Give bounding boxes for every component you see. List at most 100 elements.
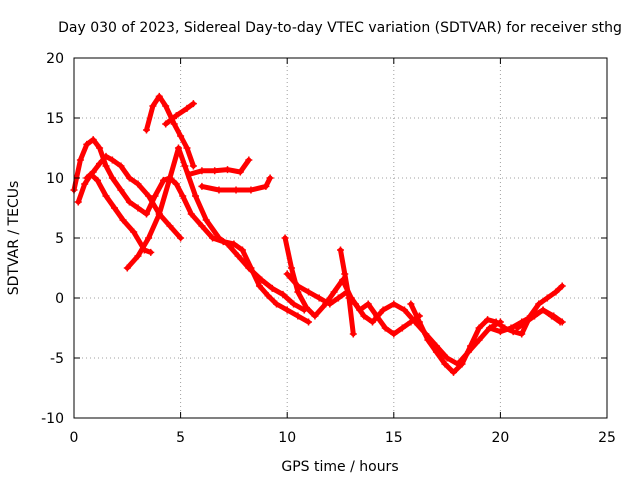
data-point <box>360 312 368 320</box>
data-point <box>273 300 281 308</box>
data-point <box>149 102 157 110</box>
data-point <box>364 300 372 308</box>
x-tick-label: 20 <box>491 430 509 446</box>
data-point <box>294 312 302 320</box>
y-tick-label: -5 <box>50 351 64 367</box>
data-point <box>398 324 406 332</box>
data-point <box>556 318 564 326</box>
data-point <box>198 222 206 230</box>
data-point <box>379 306 387 314</box>
data-point <box>496 328 504 336</box>
y-tick-label: 10 <box>46 171 64 187</box>
data-point <box>198 182 206 190</box>
data-point <box>264 292 272 300</box>
data-point <box>170 120 178 128</box>
data-point <box>424 336 432 344</box>
data-point <box>183 144 191 152</box>
data-point <box>215 234 223 242</box>
data-point <box>74 198 82 206</box>
data-point <box>134 180 142 188</box>
series-track-3 <box>83 152 185 242</box>
y-tick-label: 20 <box>46 51 64 67</box>
data-point <box>234 252 242 260</box>
data-point <box>189 162 197 170</box>
x-tick-label: 10 <box>278 430 296 446</box>
data-point <box>326 300 334 308</box>
y-tick-label: 5 <box>55 231 64 247</box>
data-point <box>117 186 125 194</box>
data-point <box>177 234 185 242</box>
data-point <box>247 186 255 194</box>
data-point <box>390 300 398 308</box>
series-track-11 <box>337 246 357 338</box>
data-point <box>245 264 253 272</box>
data-point <box>341 270 349 278</box>
series-line <box>515 307 563 331</box>
data-point <box>283 270 291 278</box>
data-point <box>400 306 408 314</box>
data-point <box>238 246 246 254</box>
data-point <box>548 312 556 320</box>
data-point <box>311 312 319 320</box>
data-point <box>287 264 295 272</box>
data-point <box>102 162 110 170</box>
data-point <box>294 282 302 290</box>
data-point <box>174 144 182 152</box>
data-point <box>236 168 244 176</box>
data-point <box>486 324 494 332</box>
y-tick-label: 0 <box>55 291 64 307</box>
data-point <box>458 360 466 368</box>
data-point <box>83 174 91 182</box>
data-point <box>305 318 313 326</box>
series-track-7 <box>185 156 253 178</box>
data-point <box>302 304 310 312</box>
x-tick-label: 0 <box>70 430 79 446</box>
data-point <box>123 264 131 272</box>
data-series <box>70 92 566 376</box>
series-track-12 <box>407 282 566 376</box>
data-point <box>232 186 240 194</box>
data-point <box>531 312 539 320</box>
data-point <box>337 246 344 254</box>
data-point <box>535 300 543 308</box>
data-point <box>467 342 475 350</box>
data-point <box>89 168 97 176</box>
data-point <box>315 294 323 302</box>
series-track-8 <box>198 174 274 194</box>
series-line <box>144 93 196 169</box>
data-point <box>83 140 91 148</box>
data-point <box>475 324 483 332</box>
series-track-6 <box>162 100 197 128</box>
data-point <box>441 360 449 368</box>
data-point <box>539 306 547 314</box>
data-point <box>351 300 359 308</box>
data-point <box>108 156 116 164</box>
x-tick-label: 25 <box>598 430 616 446</box>
data-point <box>268 284 276 292</box>
data-point <box>96 160 104 168</box>
data-point <box>76 156 84 164</box>
data-point <box>279 290 287 298</box>
data-point <box>484 316 492 324</box>
data-point <box>449 368 457 376</box>
data-point <box>381 324 389 332</box>
chart-title: Day 030 of 2023, Sidereal Day-to-day VTE… <box>58 20 622 36</box>
data-point <box>177 132 185 140</box>
data-point <box>330 288 338 296</box>
data-point <box>224 166 232 174</box>
data-point <box>368 318 376 326</box>
data-point <box>202 216 210 224</box>
data-point <box>145 234 153 242</box>
data-point <box>130 228 138 236</box>
data-point <box>108 174 116 182</box>
data-point <box>147 248 155 256</box>
data-point <box>179 192 187 200</box>
data-point <box>134 252 142 260</box>
data-point <box>334 294 342 302</box>
data-point <box>111 204 119 212</box>
y-tick-label: 15 <box>46 111 64 127</box>
data-point <box>262 182 270 190</box>
data-point <box>415 318 423 326</box>
data-point <box>162 102 170 110</box>
